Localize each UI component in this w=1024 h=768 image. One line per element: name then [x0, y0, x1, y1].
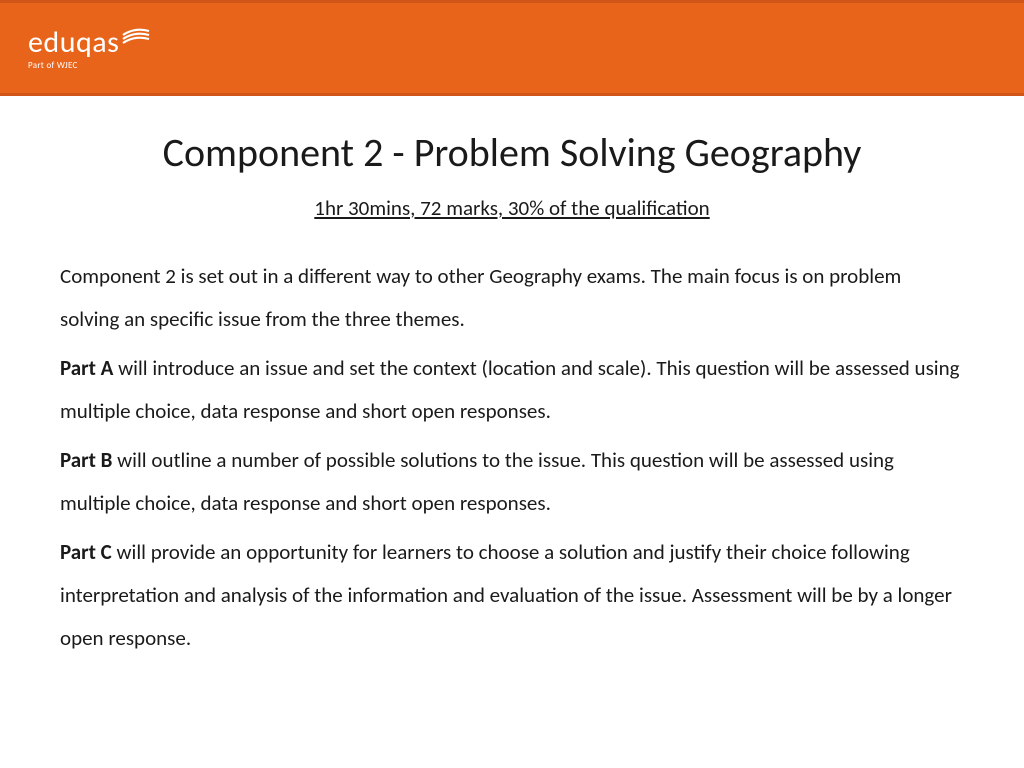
part-c-label: Part C	[60, 539, 112, 565]
intro-paragraph: Component 2 is set out in a different wa…	[60, 255, 964, 341]
header-bar: eduqas Part of WJEC	[0, 0, 1024, 96]
part-b-label: Part B	[60, 447, 112, 473]
slide-body: Component 2 is set out in a different wa…	[60, 255, 964, 660]
logo-text: eduqas	[28, 28, 119, 58]
slide-content: Component 2 - Problem Solving Geography …	[0, 96, 1024, 660]
part-c-paragraph: Part C will provide an opportunity for l…	[60, 531, 964, 660]
book-pages-icon	[121, 25, 151, 52]
part-a-label: Part A	[60, 355, 113, 381]
slide-subtitle: 1hr 30mins, 72 marks, 30% of the qualifi…	[60, 195, 964, 221]
part-c-text: will provide an opportunity for learners…	[60, 539, 952, 651]
part-b-paragraph: Part B will outline a number of possible…	[60, 439, 964, 525]
part-b-text: will outline a number of possible soluti…	[60, 447, 894, 516]
slide-title: Component 2 - Problem Solving Geography	[60, 128, 964, 177]
part-a-paragraph: Part A will introduce an issue and set t…	[60, 347, 964, 433]
part-a-text: will introduce an issue and set the cont…	[60, 355, 960, 424]
logo-subtext: Part of WJEC	[28, 60, 151, 71]
brand-logo: eduqas Part of WJEC	[28, 25, 151, 71]
